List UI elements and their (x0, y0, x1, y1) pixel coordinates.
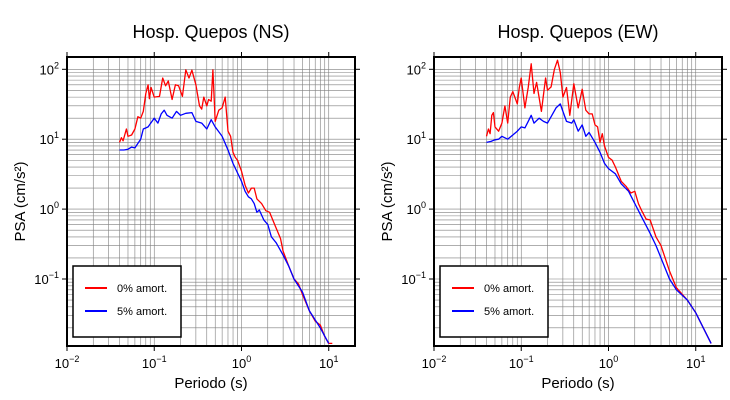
legend-label: 5% amort. (484, 306, 534, 318)
x-tick-label: 100 (232, 354, 251, 371)
x-tick-label-base: 10 (319, 356, 333, 371)
x-tick-label-base: 10 (142, 356, 156, 371)
legend: 0% amort. 5% amort. (72, 265, 182, 338)
x-tick-label-base: 10 (509, 356, 523, 371)
series-line-0pct (485, 59, 712, 344)
y-tick-label-exponent: −1 (416, 270, 426, 280)
x-tick-label: 101 (686, 354, 705, 371)
chart-title: Hosp. Quepos (NS) (132, 22, 289, 42)
plot-frame (66, 56, 356, 347)
y-tick-label-base: 10 (40, 132, 54, 147)
x-tick-label-base: 10 (55, 356, 69, 371)
legend: 0% amort. 5% amort. (439, 265, 549, 338)
y-tick-label-base: 10 (407, 62, 421, 77)
x-tick-label-base: 10 (232, 356, 246, 371)
x-tick-label-exponent: 1 (700, 354, 705, 364)
x-tick-label-exponent: −1 (156, 354, 166, 364)
y-tick-label-exponent: 0 (421, 200, 426, 210)
x-tick-label: 10−1 (509, 354, 534, 371)
legend-box (439, 265, 549, 338)
y-axis-label: PSA (cm/s²) (12, 161, 29, 241)
y-tick-label-base: 10 (34, 272, 48, 287)
legend-box (72, 265, 182, 338)
y-tick-label: 100 (40, 200, 59, 217)
plot-frame (433, 56, 723, 347)
y-tick-label: 100 (407, 200, 426, 217)
x-tick-label: 100 (599, 354, 618, 371)
series-line-5pct (119, 109, 330, 344)
y-tick-label: 10−1 (401, 270, 426, 287)
y-tick-label: 101 (40, 130, 59, 147)
y-tick-label-base: 10 (401, 272, 415, 287)
x-tick-label: 10−2 (55, 354, 80, 371)
x-tick-label-exponent: −1 (523, 354, 533, 364)
x-tick-label-exponent: 0 (613, 354, 618, 364)
legend-label: 5% amort. (117, 306, 167, 318)
x-tick-label: 10−1 (142, 354, 167, 371)
legend-label: 0% amort. (484, 283, 534, 295)
y-tick-label-exponent: 2 (54, 60, 59, 70)
x-tick-label-base: 10 (422, 356, 436, 371)
legend-label: 0% amort. (117, 283, 167, 295)
y-tick-label: 101 (407, 130, 426, 147)
x-tick-label-exponent: 1 (333, 354, 338, 364)
y-tick-label-exponent: 1 (54, 130, 59, 140)
y-tick-label: 102 (40, 60, 59, 77)
y-tick-label-base: 10 (40, 62, 54, 77)
x-tick-label-exponent: −2 (436, 354, 446, 364)
y-tick-label-exponent: 2 (421, 60, 426, 70)
y-tick-label: 10−1 (34, 270, 59, 287)
y-axis-label: PSA (cm/s²) (379, 161, 396, 241)
x-tick-label-base: 10 (686, 356, 700, 371)
y-tick-label-base: 10 (407, 202, 421, 217)
y-tick-label-exponent: 0 (54, 200, 59, 210)
y-tick-label-base: 10 (407, 132, 421, 147)
x-tick-label: 101 (319, 354, 338, 371)
series-line-5pct (486, 103, 712, 344)
y-tick-label-exponent: 1 (421, 130, 426, 140)
x-tick-label: 10−2 (422, 354, 447, 371)
x-tick-label-exponent: −2 (69, 354, 79, 364)
y-tick-label: 102 (407, 60, 426, 77)
y-tick-label-exponent: −1 (49, 270, 59, 280)
x-axis-label: Periodo (s) (541, 375, 614, 392)
chart-title: Hosp. Quepos (EW) (497, 22, 658, 42)
x-axis-label: Periodo (s) (174, 375, 247, 392)
x-tick-label-base: 10 (599, 356, 613, 371)
y-tick-label-base: 10 (40, 202, 54, 217)
x-tick-label-exponent: 0 (246, 354, 251, 364)
series-line-0pct (118, 69, 333, 345)
